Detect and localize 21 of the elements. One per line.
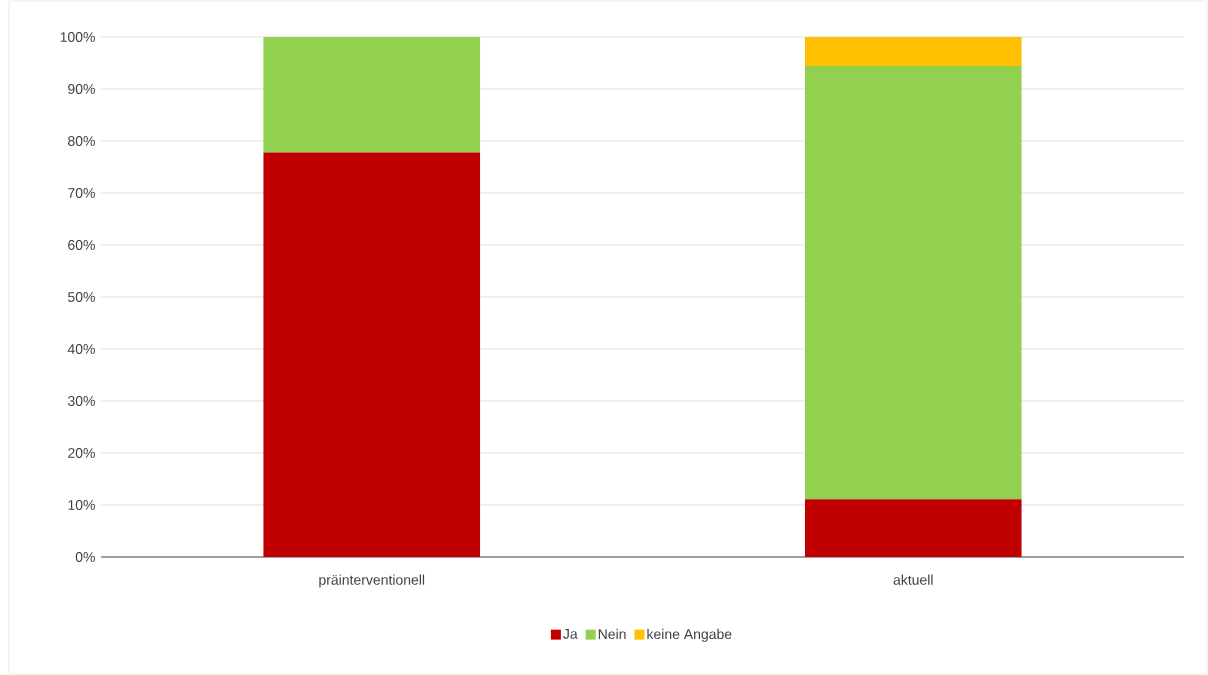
y-tick-label: 0% — [75, 552, 95, 562]
y-tick-label: 10% — [68, 500, 95, 510]
x-tick-label: präinterventionell — [319, 574, 425, 588]
bar — [804, 36, 1022, 67]
bar — [804, 499, 1022, 557]
y-tick-label: 100% — [60, 32, 95, 42]
legend-label: keine Angabe — [647, 628, 732, 642]
y-tick-label: 60% — [68, 240, 95, 250]
y-tick-label: 90% — [68, 84, 95, 94]
y-tick-label: 70% — [68, 188, 95, 198]
legend-label: Ja — [563, 629, 578, 639]
bar — [263, 152, 481, 557]
bar — [804, 66, 1022, 500]
y-tick-label: 40% — [67, 344, 95, 354]
x-tick-label: aktuell — [893, 574, 933, 585]
y-tick-label: 30% — [67, 396, 95, 406]
y-tick-label: 80% — [68, 136, 95, 146]
y-tick-label: 20% — [68, 448, 95, 458]
bar — [263, 36, 481, 153]
legend-label: Nein — [598, 628, 626, 640]
y-tick-label: 50% — [68, 292, 95, 302]
